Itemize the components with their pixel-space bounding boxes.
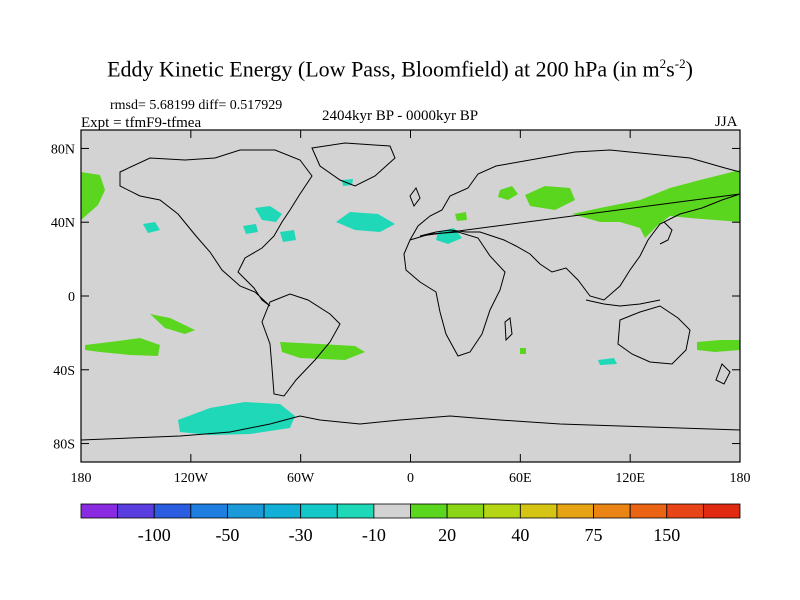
coast-uk	[409, 186, 421, 208]
positive-region-southeast-pacific	[150, 314, 195, 334]
coast-japan	[659, 221, 673, 245]
lon-ticks: 180 120W 60W 0 60E 120E 180	[71, 130, 751, 486]
colorbar-label: -100	[138, 525, 171, 545]
colorbar: -100 -50 -30 -10 20 40 75 150	[80, 503, 741, 545]
colorbar-swatch	[593, 503, 631, 519]
colorbar-swatch	[373, 503, 411, 519]
colorbar-swatch	[483, 503, 521, 519]
lat-ticks: 80N 40N 0 40S 80S	[51, 142, 740, 453]
positive-region-indian-ocean	[520, 348, 526, 354]
negative-region-usa-west	[243, 224, 258, 234]
colorbar-swatch	[117, 503, 155, 519]
colorbar-swatch	[227, 503, 265, 519]
rmsd-text: rmsd= 5.68199 diff= 0.517929	[110, 98, 283, 113]
lat-tick-label: 80N	[51, 142, 75, 157]
coast-new-zealand	[715, 363, 731, 385]
lon-tick-label: 60E	[509, 471, 532, 486]
lon-tick-label: 180	[730, 471, 751, 486]
colorbar-swatch	[702, 503, 741, 519]
experiment-label: Expt = tfmF9-tfmea	[81, 115, 202, 131]
coast-north-america	[119, 149, 313, 307]
negative-region-usa-east	[280, 230, 296, 242]
negative-region-north-pacific	[143, 222, 160, 233]
colorbar-swatch	[263, 503, 302, 519]
colorbar-label: 20	[438, 525, 456, 545]
lon-tick-label: 60W	[287, 471, 315, 486]
colorbar-swatch	[556, 503, 594, 519]
coast-madagascar	[504, 317, 513, 342]
colorbar-label: 150	[653, 525, 680, 545]
colorbar-label: -50	[215, 525, 239, 545]
season-label: JJA	[715, 114, 738, 130]
plot-title: Eddy Kinetic Energy (Low Pass, Bloomfiel…	[107, 56, 693, 82]
lat-tick-label: 40N	[51, 216, 75, 231]
anomaly-positive-regions	[81, 170, 740, 360]
positive-region-siberia-pacific	[572, 170, 740, 238]
positive-region-south-pacific	[85, 338, 160, 356]
colorbar-swatch	[410, 503, 448, 519]
positive-region-australia-tasman	[697, 340, 740, 352]
lat-tick-label: 80S	[53, 438, 75, 453]
colorbar-swatch	[300, 503, 338, 519]
lat-tick-label: 40S	[53, 364, 75, 379]
positive-region-arctic-europe	[498, 186, 518, 200]
colorbar-swatch	[519, 503, 558, 519]
colorbar-label: 75	[585, 525, 603, 545]
positive-region-med	[455, 212, 467, 221]
positive-region-alaska	[81, 172, 105, 220]
coast-indonesia	[585, 299, 661, 307]
period-label: 2404kyr BP - 0000kyr BP	[322, 108, 479, 124]
coast-eurasia	[409, 149, 741, 301]
lon-tick-label: 0	[407, 471, 414, 486]
lat-tick-label: 0	[68, 290, 75, 305]
negative-region-north-america	[255, 206, 282, 222]
colorbar-swatch	[666, 503, 704, 519]
colorbar-swatch	[153, 503, 192, 519]
lon-tick-label: 120E	[615, 471, 645, 486]
colorbar-swatch	[446, 503, 485, 519]
map-background	[81, 130, 740, 462]
colorbar-swatch	[190, 503, 228, 519]
lon-tick-label: 180	[71, 471, 92, 486]
positive-region-central-asia	[525, 186, 575, 210]
lon-tick-label: 120W	[174, 471, 209, 486]
colorbar-swatch	[80, 503, 119, 519]
anomaly-negative-regions	[143, 179, 617, 435]
colorbar-label: -10	[362, 525, 386, 545]
coast-antarctica	[80, 415, 741, 441]
colorbar-label: 40	[511, 525, 529, 545]
negative-region-southern-ocean	[178, 402, 295, 435]
coast-australia	[617, 305, 691, 365]
coast-africa	[403, 231, 506, 357]
coast-south-america	[261, 293, 341, 397]
negative-region-north-atlantic	[336, 212, 395, 232]
colorbar-swatch	[336, 503, 375, 519]
coastlines	[80, 142, 741, 441]
negative-region-indian	[598, 358, 617, 365]
colorbar-label: -30	[289, 525, 313, 545]
colorbar-swatch	[629, 503, 668, 519]
coast-greenland	[311, 142, 396, 187]
